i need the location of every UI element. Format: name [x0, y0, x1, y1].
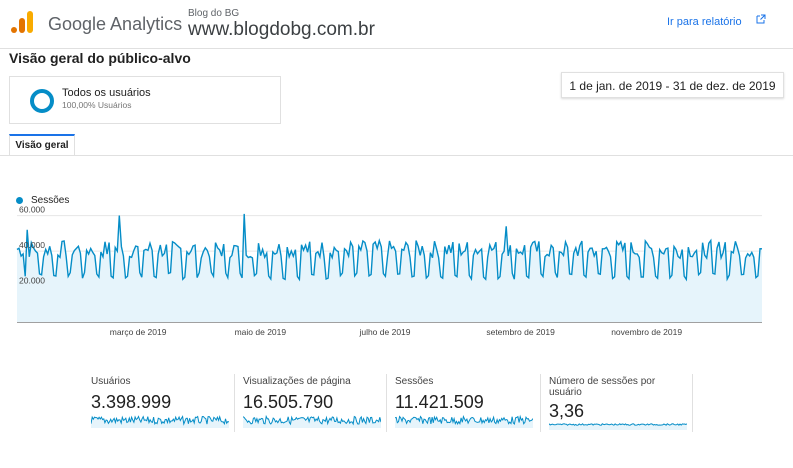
x-tick-label: julho de 2019	[358, 327, 410, 337]
y-tick-label: 60.000	[19, 205, 45, 215]
sparkline-line	[243, 414, 381, 426]
metric-label: Visualizações de página	[243, 376, 351, 387]
property-url: www.blogdobg.com.br	[188, 19, 375, 40]
analytics-logo-icon	[11, 11, 33, 33]
metric-value: 16.505.790	[243, 392, 334, 412]
metric-sparkline	[549, 423, 687, 430]
metric-divider	[234, 374, 235, 432]
sparkline-area	[395, 416, 533, 428]
segment-card[interactable]: Todos os usuários 100,00% Usuários	[9, 76, 281, 124]
legend-label: Sessões	[31, 195, 70, 206]
top-bar	[0, 0, 793, 49]
metric-value: 3,36	[549, 401, 585, 421]
x-tick-label: novembro de 2019	[611, 327, 682, 337]
sessions-area	[17, 213, 762, 322]
metric-users[interactable]: Usuários 3.398.999	[91, 374, 229, 440]
external-link-icon[interactable]	[756, 14, 766, 24]
sparkline-line	[549, 423, 687, 426]
y-tick-label: 20.000	[19, 276, 45, 286]
date-range-picker[interactable]: 1 de jan. de 2019 - 31 de dez. de 2019	[561, 72, 784, 98]
metric-value: 3.398.999	[91, 392, 172, 412]
sessions-chart[interactable]: 20.000 40.000 60.000 março de 2019 maio de …	[0, 205, 793, 345]
account-name: Blog do BG	[188, 8, 240, 19]
legend-marker	[16, 197, 23, 204]
x-axis-labels: março de 2019 maio de 2019 julho de 2019 se…	[110, 327, 683, 337]
tab-overview-label: Visão geral	[15, 140, 69, 151]
sparkline-line	[91, 414, 229, 426]
tab-overview[interactable]: Visão geral	[9, 134, 75, 156]
open-report-link[interactable]: Ir para relatório	[667, 16, 742, 28]
sparkline-area	[243, 416, 381, 428]
metric-pageviews[interactable]: Visualizações de página 16.505.790	[243, 374, 381, 440]
page-title: Visão geral do público-alvo	[9, 50, 191, 66]
metric-label: Número de sessões por usuário	[549, 376, 656, 398]
metric-label: Usuários	[91, 376, 131, 387]
metric-sessions[interactable]: Sessões 11.421.509	[395, 374, 533, 440]
y-axis-labels: 20.000 40.000 60.000	[19, 205, 45, 286]
sessions-line	[16, 213, 763, 282]
product-name: Google Analytics	[48, 14, 183, 34]
segment-name: Todos os usuários	[62, 87, 151, 99]
x-tick-label: setembro de 2019	[486, 327, 555, 337]
metric-sparkline	[395, 414, 533, 428]
x-tick-label: março de 2019	[110, 327, 167, 337]
x-tick-label: maio de 2019	[235, 327, 287, 337]
metric-sparkline	[243, 414, 381, 428]
metric-sessions-per-user[interactable]: Número de sessões por usuário 3,36	[549, 374, 687, 440]
date-range-text: 1 de jan. de 2019 - 31 de dez. de 2019	[569, 79, 776, 93]
metric-label: Sessões	[395, 376, 434, 387]
y-tick-label: 40.000	[19, 240, 45, 250]
tab-divider	[0, 155, 793, 156]
metric-value: 11.421.509	[395, 392, 484, 412]
segment-percentage: 100,00% Usuários	[62, 100, 132, 110]
metric-sparkline	[91, 414, 229, 428]
segment-ring-icon	[30, 89, 54, 113]
sparkline-line	[395, 414, 533, 426]
metric-divider	[540, 374, 541, 432]
metric-divider	[386, 374, 387, 432]
metric-divider	[692, 374, 693, 432]
